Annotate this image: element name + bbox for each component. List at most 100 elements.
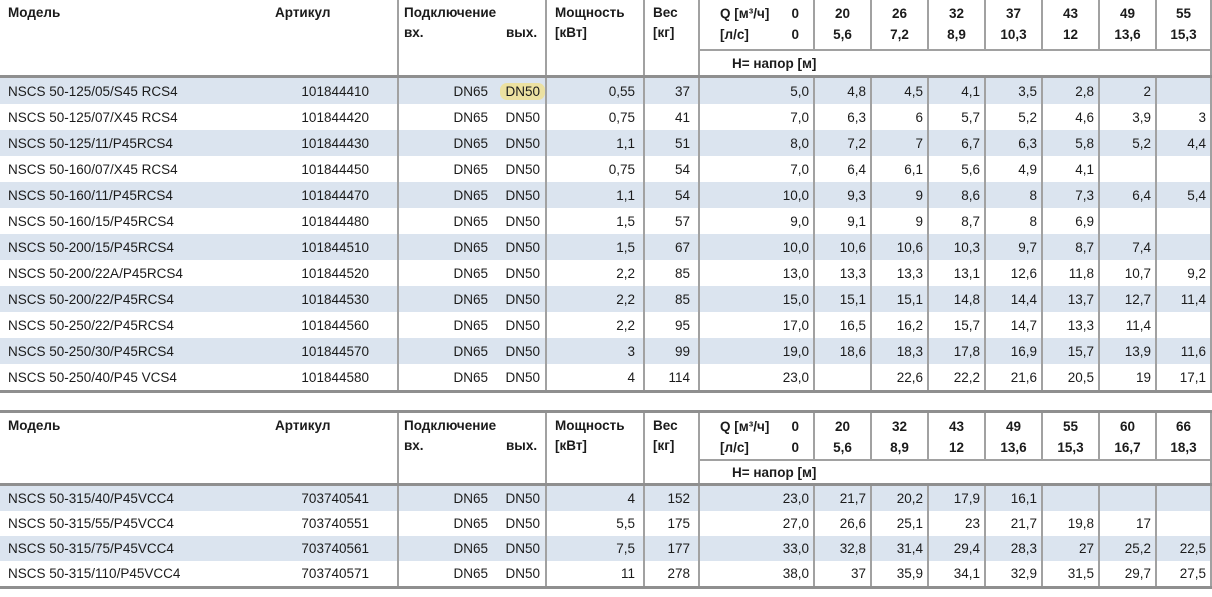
connection-cell: DN65 DN50: [397, 260, 545, 286]
head-value-cell: 32,9: [984, 561, 1041, 586]
table-row: NSCS 50-125/07/X45 RCS4 101844420 DN65 DN50…: [0, 104, 1212, 130]
inlet-value: DN65: [453, 317, 488, 333]
connection-cell: DN65 DN50: [397, 511, 545, 536]
flow-m3h-label: Q [м³/ч]: [720, 419, 770, 434]
inlet-value: DN65: [453, 83, 488, 99]
weight-cell: 114: [643, 364, 698, 390]
col-header-power: Мощность [кВт]: [545, 413, 643, 483]
head-value-cell: 2,8: [1041, 78, 1098, 104]
power-cell: 1,1: [545, 182, 643, 208]
head-value-cell: [1155, 208, 1212, 234]
q-column-header: 43 12: [927, 413, 984, 461]
head-value-cell: 4,1: [927, 78, 984, 104]
connection-cell: DN65 DN50: [397, 234, 545, 260]
head-value-cell: 31,5: [1041, 561, 1098, 586]
q-ls-value: 8,9: [947, 27, 966, 42]
col-header-power-unit: [кВт]: [555, 25, 587, 40]
head-value-cell: 23,0: [698, 364, 813, 390]
model-cell: NSCS 50-125/05/S45 RCS4: [8, 83, 178, 99]
power-cell: 11: [545, 561, 643, 586]
outlet-value: DN50: [505, 541, 540, 556]
head-value-cell: 28,3: [984, 536, 1041, 561]
weight-cell: 278: [643, 561, 698, 586]
model-cell: NSCS 50-315/55/P45VCC4: [8, 516, 174, 531]
head-value-cell: [1155, 234, 1212, 260]
flow-ls-label: [л/с]: [720, 27, 749, 42]
flow-m3h-row: Q [м³/ч] 0: [720, 416, 799, 437]
head-value-cell: 10,0: [698, 182, 813, 208]
q-m3h-value: 43: [1062, 6, 1079, 21]
head-value-cell: 26,6: [813, 511, 870, 536]
head-value-cell: 20,5: [1041, 364, 1098, 390]
head-value-cell: 7,3: [1041, 182, 1098, 208]
head-value-cell: 9,3: [813, 182, 870, 208]
connection-cell: DN65 DN50: [397, 104, 545, 130]
head-value-cell: 27,0: [698, 511, 813, 536]
head-value-cell: 29,4: [927, 536, 984, 561]
article-cell: 101844410: [301, 83, 369, 99]
q-m3h-value: 55: [1175, 6, 1192, 21]
outlet-value: DN50: [505, 343, 540, 359]
q-m3h-value: 49: [1119, 6, 1136, 21]
head-value-cell: 6,7: [927, 130, 984, 156]
col-header-model-label: Модель: [8, 5, 61, 20]
inlet-value: DN65: [453, 265, 488, 281]
article-cell: 101844560: [301, 317, 369, 333]
head-value-cell: 9: [870, 208, 927, 234]
search-highlight: DN50: [500, 82, 545, 100]
col-header-model-label: Модель: [8, 418, 61, 433]
head-value-cell: 4,4: [1155, 130, 1212, 156]
model-cell: NSCS 50-200/22A/P45RCS4: [8, 265, 183, 281]
col-header-model: Модель: [0, 0, 267, 75]
outlet-value: DN50: [505, 161, 540, 177]
head-value-cell: 5,0: [698, 78, 813, 104]
model-cell: NSCS 50-250/22/P45RCS4: [8, 317, 174, 333]
head-value-cell: 18,3: [870, 338, 927, 364]
head-value-cell: 7,0: [698, 104, 813, 130]
head-value-cell: 33,0: [698, 536, 813, 561]
table-header: Модель Артикул Подключение вх. вых. Мощн…: [0, 0, 1212, 78]
head-row-text: H= напор [м]: [732, 55, 817, 71]
connection-subheader: вх. вых.: [404, 436, 545, 456]
col-header-inlet: вх.: [404, 25, 424, 40]
article-cell: 101844470: [301, 187, 369, 203]
connection-cell: DN65 DN50: [397, 486, 545, 511]
article-cell: 101844430: [301, 135, 369, 151]
power-cell: 7,5: [545, 536, 643, 561]
outlet-value: DN50: [505, 213, 540, 229]
connection-cell: DN65 DN50: [397, 156, 545, 182]
head-value-cell: 19: [1098, 364, 1155, 390]
inlet-value: DN65: [453, 343, 488, 359]
head-value-cell: 3,9: [1098, 104, 1155, 130]
head-value-cell: 19,8: [1041, 511, 1098, 536]
head-value-cell: 34,1: [927, 561, 984, 586]
q-m3h-value: 37: [1005, 6, 1022, 21]
table-row: NSCS 50-160/15/P45RCS4 101844480 DN65 DN50 1…: [0, 208, 1212, 234]
connection-cell: DN65 DN50: [397, 312, 545, 338]
head-value-cell: 15,7: [1041, 338, 1098, 364]
article-cell: 101844420: [301, 109, 369, 125]
article-cell: 101844480: [301, 213, 369, 229]
q-ls-value: 15,3: [1057, 440, 1084, 455]
inlet-value: DN65: [453, 491, 488, 506]
inlet-value: DN65: [453, 541, 488, 556]
weight-cell: 85: [643, 260, 698, 286]
weight-cell: 41: [643, 104, 698, 130]
col-header-connection: Подключение вх. вых.: [397, 413, 545, 483]
head-value-cell: 16,9: [984, 338, 1041, 364]
weight-cell: 175: [643, 511, 698, 536]
weight-cell: 54: [643, 182, 698, 208]
q-column-header: 43 12: [1041, 0, 1098, 51]
weight-cell: 95: [643, 312, 698, 338]
table-row: NSCS 50-200/15/P45RCS4 101844510 DN65 DN50 1…: [0, 234, 1212, 260]
table-row: NSCS 50-250/40/P45 VCS4 101844580 DN65 DN50…: [0, 364, 1212, 390]
table-row: NSCS 50-315/55/P45VCC4 703740551 DN65 DN50 5…: [0, 511, 1212, 536]
connection-cell: DN65 DN50: [397, 286, 545, 312]
article-cell: 101844530: [301, 291, 369, 307]
outlet-value: DN50: [505, 135, 540, 151]
head-row-label: H= напор [м]: [698, 51, 1212, 75]
power-cell: 1,5: [545, 208, 643, 234]
col-header-outlet: вых.: [506, 25, 538, 40]
outlet-value: DN50: [505, 265, 540, 281]
head-value-cell: 11,6: [1155, 338, 1212, 364]
